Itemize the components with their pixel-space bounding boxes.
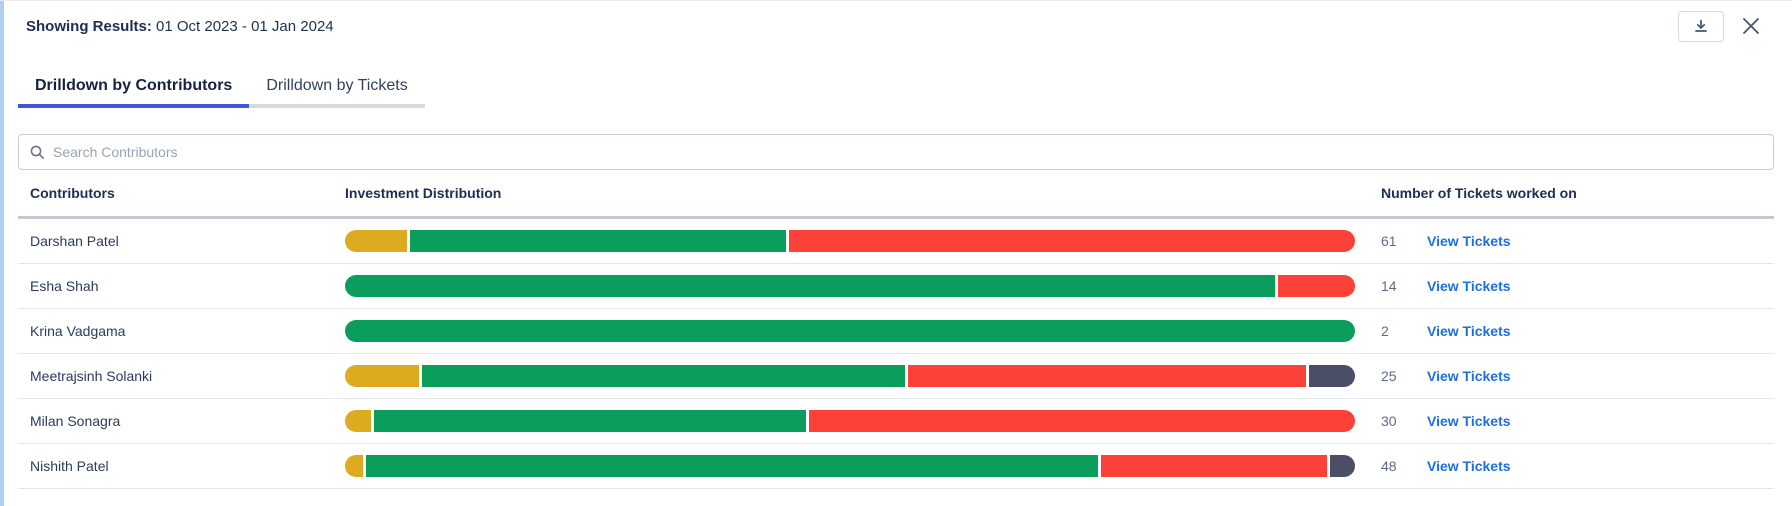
investment-distribution-cell <box>345 320 1355 342</box>
ticket-count: 30 <box>1381 413 1397 429</box>
investment-distribution-cell <box>345 230 1355 252</box>
investment-distribution-cell <box>345 275 1355 297</box>
investment-distribution-bar <box>345 230 1355 252</box>
table-body: Darshan Patel 61 View Tickets Esha Shah 14 Vi… <box>18 219 1774 489</box>
ticket-count: 2 <box>1381 323 1389 339</box>
tickets-cell: 25 View Tickets <box>1355 368 1774 384</box>
investment-distribution-cell <box>345 455 1355 477</box>
table-row: Nishith Patel 48 View Tickets <box>18 444 1774 489</box>
table-row: Milan Sonagra 30 View Tickets <box>18 399 1774 444</box>
tickets-cell: 30 View Tickets <box>1355 413 1774 429</box>
column-header-contributors: Contributors <box>30 185 115 201</box>
tab-drilldown-by-contributors[interactable]: Drilldown by Contributors <box>18 71 250 108</box>
column-header-investment-distribution: Investment Distribution <box>345 185 502 201</box>
bar-segment-dark <box>1329 455 1355 477</box>
bar-segment-green <box>422 365 905 387</box>
showing-results: Showing Results: 01 Oct 2023 - 01 Jan 20… <box>26 18 334 35</box>
showing-results-label: Showing Results: <box>26 17 152 35</box>
bar-segment-red <box>808 410 1355 432</box>
tab-drilldown-by-tickets[interactable]: Drilldown by Tickets <box>249 71 425 108</box>
table-row: Darshan Patel 61 View Tickets <box>18 219 1774 264</box>
view-tickets-link[interactable]: View Tickets <box>1427 278 1511 294</box>
table-row: Meetrajsinh Solanki 25 View Tickets <box>18 354 1774 399</box>
view-tickets-link[interactable]: View Tickets <box>1427 233 1511 249</box>
bar-segment-red <box>907 365 1306 387</box>
close-icon <box>1740 15 1762 37</box>
search-box[interactable] <box>18 134 1774 170</box>
contributor-name: Darshan Patel <box>30 233 119 249</box>
search-icon <box>29 144 45 160</box>
bar-segment-yellow <box>345 455 364 477</box>
ticket-count: 61 <box>1381 233 1397 249</box>
tab-bar: Drilldown by Contributors Drilldown by T… <box>18 71 425 108</box>
contributor-name: Nishith Patel <box>30 458 109 474</box>
panel-left-accent <box>0 1 4 506</box>
investment-distribution-bar <box>345 410 1355 432</box>
tickets-cell: 2 View Tickets <box>1355 323 1774 339</box>
tickets-cell: 48 View Tickets <box>1355 458 1774 474</box>
view-tickets-link[interactable]: View Tickets <box>1427 413 1511 429</box>
contributors-table: Contributors Investment Distribution Num… <box>18 170 1774 489</box>
bar-segment-green <box>374 410 806 432</box>
close-button[interactable] <box>1740 15 1762 37</box>
contributor-name: Krina Vadgama <box>30 323 126 339</box>
bar-segment-dark <box>1308 365 1355 387</box>
bar-segment-red <box>1100 455 1327 477</box>
top-bar-actions <box>1678 10 1762 42</box>
bar-segment-red <box>788 230 1355 252</box>
bar-segment-green <box>345 275 1276 297</box>
bar-segment-green <box>366 455 1098 477</box>
bar-segment-green <box>410 230 786 252</box>
top-bar: Showing Results: 01 Oct 2023 - 01 Jan 20… <box>0 1 1792 51</box>
ticket-count: 14 <box>1381 278 1397 294</box>
bar-segment-yellow <box>345 410 372 432</box>
bar-segment-yellow <box>345 365 420 387</box>
investment-distribution-cell <box>345 410 1355 432</box>
contributor-name: Esha Shah <box>30 278 99 294</box>
tickets-cell: 61 View Tickets <box>1355 233 1774 249</box>
investment-distribution-bar <box>345 275 1355 297</box>
tickets-cell: 14 View Tickets <box>1355 278 1774 294</box>
bar-segment-yellow <box>345 230 408 252</box>
view-tickets-link[interactable]: View Tickets <box>1427 323 1511 339</box>
search-input[interactable] <box>53 144 1763 160</box>
investment-distribution-bar <box>345 320 1355 342</box>
contributor-name: Milan Sonagra <box>30 413 121 429</box>
column-header-tickets-worked-on: Number of Tickets worked on <box>1381 185 1577 201</box>
contributor-name: Meetrajsinh Solanki <box>30 368 153 384</box>
investment-distribution-cell <box>345 365 1355 387</box>
date-range-value: 01 Oct 2023 - 01 Jan 2024 <box>156 17 334 35</box>
download-icon <box>1693 18 1709 34</box>
investment-distribution-bar <box>345 455 1355 477</box>
investment-distribution-bar <box>345 365 1355 387</box>
table-header-row: Contributors Investment Distribution Num… <box>18 170 1774 219</box>
ticket-count: 25 <box>1381 368 1397 384</box>
view-tickets-link[interactable]: View Tickets <box>1427 458 1511 474</box>
table-row: Krina Vadgama 2 View Tickets <box>18 309 1774 354</box>
bar-segment-red <box>1278 275 1355 297</box>
table-row: Esha Shah 14 View Tickets <box>18 264 1774 309</box>
ticket-count: 48 <box>1381 458 1397 474</box>
bar-segment-green <box>345 320 1355 342</box>
view-tickets-link[interactable]: View Tickets <box>1427 368 1511 384</box>
download-button[interactable] <box>1678 10 1724 42</box>
